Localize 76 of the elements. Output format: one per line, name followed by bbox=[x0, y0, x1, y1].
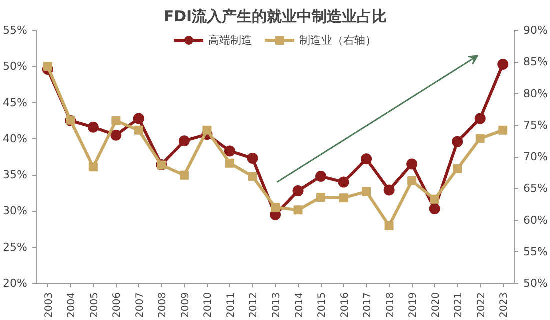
point bbox=[110, 130, 122, 141]
y-tick-label: 40% bbox=[3, 132, 28, 146]
point bbox=[271, 203, 280, 212]
x-tick-label: 2004 bbox=[66, 292, 78, 318]
x-tick-label: 2023 bbox=[499, 292, 510, 318]
point bbox=[202, 126, 212, 135]
legend-label: 制造业（右轴） bbox=[300, 32, 376, 48]
x-tick-label: 2006 bbox=[112, 292, 124, 318]
y2-tick-label: 75% bbox=[524, 118, 548, 132]
point bbox=[112, 116, 121, 126]
y-tick-label: 50% bbox=[3, 60, 28, 74]
point bbox=[178, 136, 190, 147]
x-tick-label: 2005 bbox=[89, 292, 100, 318]
x-tick-label: 2015 bbox=[317, 292, 328, 318]
point bbox=[43, 62, 52, 72]
y2-tick-label: 70% bbox=[524, 150, 548, 164]
point bbox=[88, 122, 99, 133]
point bbox=[384, 184, 395, 196]
y2-tick-label: 80% bbox=[524, 87, 548, 100]
point bbox=[429, 204, 440, 215]
y2-tick-label: 50% bbox=[524, 277, 548, 290]
point bbox=[476, 134, 485, 144]
point bbox=[225, 158, 234, 168]
x-tick-label: 2013 bbox=[272, 292, 282, 318]
y-tick-label: 35% bbox=[3, 168, 28, 182]
point bbox=[339, 194, 348, 203]
chart-title: FDI流入产生的就业中制造业占比 bbox=[164, 8, 388, 26]
y-tick-label: 55% bbox=[3, 24, 28, 37]
x-tick-label: 2018 bbox=[385, 292, 396, 318]
point bbox=[134, 126, 144, 135]
y-tick-label: 45% bbox=[3, 96, 28, 110]
point bbox=[498, 126, 508, 135]
point bbox=[408, 176, 417, 186]
y-tick-label: 20% bbox=[3, 277, 28, 290]
x-tick-label: 2008 bbox=[158, 292, 169, 318]
point bbox=[224, 146, 236, 157]
y2-tick-label: 90% bbox=[524, 24, 548, 37]
point bbox=[453, 164, 462, 174]
point bbox=[474, 113, 486, 124]
point bbox=[316, 192, 326, 202]
point bbox=[498, 58, 509, 70]
x-tick-label: 2011 bbox=[226, 292, 237, 318]
y2-tick-label: 60% bbox=[524, 214, 548, 227]
point bbox=[430, 194, 440, 204]
point bbox=[292, 185, 304, 196]
point bbox=[316, 171, 327, 182]
point bbox=[384, 221, 394, 230]
x-tick-label: 2020 bbox=[430, 292, 442, 318]
x-tick-label: 2022 bbox=[476, 292, 488, 318]
y2-tick-label: 65% bbox=[524, 182, 548, 196]
y-tick-label: 30% bbox=[3, 204, 28, 218]
y2-tick-label: 55% bbox=[524, 245, 548, 258]
legend-label: 高端制造 bbox=[208, 32, 252, 48]
point bbox=[338, 176, 350, 188]
point bbox=[247, 152, 258, 164]
y2-tick-label: 85% bbox=[524, 56, 548, 69]
x-tick-label: 2021 bbox=[454, 292, 465, 318]
x-tick-label: 2007 bbox=[134, 292, 146, 318]
point bbox=[248, 172, 258, 182]
point bbox=[88, 162, 98, 172]
point bbox=[361, 154, 372, 165]
point bbox=[133, 113, 144, 124]
point bbox=[362, 187, 372, 196]
point bbox=[294, 206, 303, 215]
x-tick-label: 2014 bbox=[294, 292, 306, 318]
x-tick-label: 2012 bbox=[248, 292, 260, 318]
point bbox=[180, 170, 189, 180]
x-tick-label: 2017 bbox=[362, 292, 374, 318]
x-tick-label: 2010 bbox=[203, 292, 214, 318]
point bbox=[406, 158, 418, 170]
x-tick-label: 2009 bbox=[180, 292, 192, 318]
point bbox=[452, 136, 464, 148]
x-tick-label: 2019 bbox=[408, 292, 420, 318]
x-tick-label: 2016 bbox=[340, 292, 351, 318]
y-tick-label: 25% bbox=[3, 240, 28, 254]
x-tick-label: 2003 bbox=[44, 292, 55, 318]
